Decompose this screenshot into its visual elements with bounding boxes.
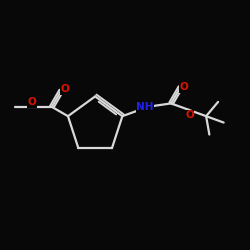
Text: O: O	[28, 97, 36, 107]
Text: O: O	[61, 84, 70, 94]
Text: NH: NH	[136, 102, 154, 112]
Text: O: O	[185, 110, 194, 120]
Text: O: O	[180, 82, 189, 92]
